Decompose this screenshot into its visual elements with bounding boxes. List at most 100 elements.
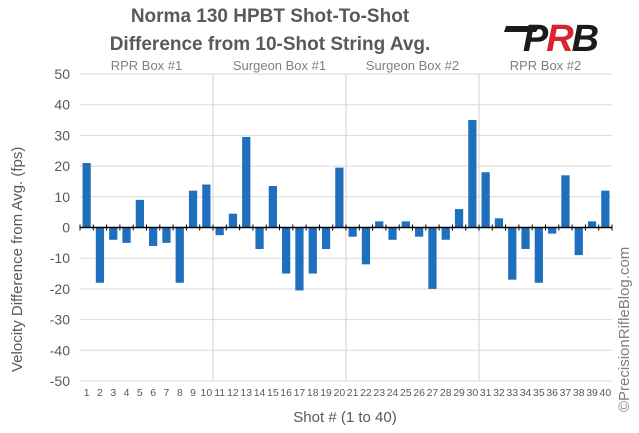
- group-label: Surgeon Box #2: [366, 58, 459, 73]
- x-tick-label: 17: [294, 387, 306, 399]
- bar-shot-18: [308, 227, 317, 274]
- x-tick-label: 38: [573, 387, 585, 399]
- x-tick-label: 25: [400, 387, 412, 399]
- bar-shot-7: [162, 227, 171, 243]
- y-tick-label: -30: [50, 312, 70, 328]
- x-tick-label: 31: [480, 387, 492, 399]
- bar-shot-33: [508, 227, 517, 280]
- y-tick-label: -40: [50, 342, 70, 358]
- x-tick-label: 10: [201, 387, 213, 399]
- bar-shot-37: [561, 175, 570, 228]
- bar-shot-25: [401, 221, 410, 228]
- x-tick-label: 33: [506, 387, 518, 399]
- y-axis-title: Velocity Difference from Avg. (fps): [9, 146, 26, 372]
- x-axis-title: Shot # (1 to 40): [293, 409, 397, 426]
- bar-shot-17: [295, 227, 304, 291]
- prb-logo: PRB: [500, 18, 620, 60]
- y-tick-label: 30: [54, 127, 70, 143]
- x-tick-label: 7: [164, 387, 170, 399]
- bar-shot-32: [494, 218, 504, 228]
- x-tick-label: 1: [84, 387, 90, 399]
- x-tick-label: 21: [347, 387, 359, 399]
- bar-shot-3: [109, 227, 118, 240]
- x-tick-label: 16: [280, 387, 292, 399]
- bar-shot-8: [175, 227, 184, 283]
- bar-shot-36: [548, 227, 557, 234]
- x-tick-label: 15: [267, 387, 279, 399]
- x-tick-label: 4: [124, 387, 130, 399]
- bar-shot-38: [574, 227, 583, 256]
- x-tick-label: 28: [440, 387, 452, 399]
- bar-shot-9: [188, 190, 198, 228]
- x-tick-label: 8: [177, 387, 183, 399]
- x-tick-label: 6: [150, 387, 156, 399]
- group-label: RPR Box #1: [111, 58, 183, 73]
- bar-shot-2: [95, 227, 105, 283]
- x-tick-label: 36: [546, 387, 558, 399]
- x-tick-label: 29: [453, 387, 465, 399]
- y-tick-label: 20: [54, 158, 70, 174]
- bar-shot-30: [468, 120, 477, 228]
- x-tick-label: 34: [520, 387, 532, 399]
- chart-title-line-2: Difference from 10-Shot String Avg.: [109, 34, 431, 55]
- bar-shot-15: [268, 186, 277, 228]
- y-tick-label: 0: [62, 220, 70, 236]
- bar-shot-40: [601, 190, 610, 228]
- bar-shot-11: [215, 227, 224, 236]
- x-tick-label: 39: [586, 387, 598, 399]
- watermark: ©PrecisionRifleBlog.com: [616, 246, 633, 412]
- x-tick-label: 20: [334, 387, 346, 399]
- x-tick-label: 19: [320, 387, 332, 399]
- x-tick-label: 23: [373, 387, 385, 399]
- bar-shot-6: [149, 227, 158, 246]
- bar-shot-26: [415, 227, 424, 237]
- y-tick-label: -20: [50, 281, 70, 297]
- x-tick-label: 40: [600, 387, 612, 399]
- x-tick-label: 12: [227, 387, 239, 399]
- bar-shot-19: [321, 227, 331, 249]
- bar-shot-10: [202, 184, 211, 228]
- bar-shot-24: [388, 227, 397, 240]
- x-tick-label: 5: [137, 387, 143, 399]
- group-label: RPR Box #2: [510, 58, 582, 73]
- bar-shot-14: [255, 227, 264, 249]
- bar-shot-39: [587, 221, 597, 228]
- x-tick-label: 14: [254, 387, 266, 399]
- bar-shot-22: [361, 227, 371, 265]
- x-tick-label: 13: [240, 387, 252, 399]
- x-tick-label: 26: [413, 387, 425, 399]
- x-tick-label: 37: [560, 387, 572, 399]
- y-tick-label: -50: [50, 373, 70, 389]
- x-tick-label: 27: [427, 387, 439, 399]
- bar-shot-16: [282, 227, 291, 274]
- bar-shot-13: [242, 136, 251, 228]
- x-tick-label: 30: [467, 387, 479, 399]
- chart-title-line-1: Norma 130 HPBT Shot-To-Shot: [130, 6, 410, 27]
- bar-shot-1: [82, 163, 91, 228]
- bar-shot-29: [454, 209, 464, 228]
- x-tick-label: 35: [533, 387, 545, 399]
- svg-text:PRB: PRB: [523, 18, 599, 60]
- bar-shot-34: [521, 227, 530, 249]
- x-tick-label: 18: [307, 387, 319, 399]
- bar-shot-20: [335, 167, 344, 228]
- bar-shot-12: [228, 213, 238, 228]
- y-tick-label: 10: [54, 189, 70, 205]
- x-tick-label: 32: [493, 387, 505, 399]
- x-tick-label: 2: [97, 387, 103, 399]
- y-tick-label: -10: [50, 250, 70, 266]
- x-tick-label: 11: [214, 387, 225, 399]
- x-tick-label: 24: [387, 387, 399, 399]
- bar-shot-28: [441, 227, 450, 240]
- y-tick-label: 40: [54, 97, 70, 113]
- x-tick-label: 9: [190, 387, 196, 399]
- bar-shot-4: [122, 227, 131, 243]
- x-tick-label: 3: [110, 387, 116, 399]
- bar-shot-31: [481, 172, 490, 228]
- bar-shot-27: [428, 227, 437, 289]
- y-tick-label: 50: [54, 66, 70, 82]
- bar-shot-21: [348, 227, 357, 237]
- bar-shot-23: [375, 221, 384, 228]
- bar-shot-5: [135, 199, 144, 228]
